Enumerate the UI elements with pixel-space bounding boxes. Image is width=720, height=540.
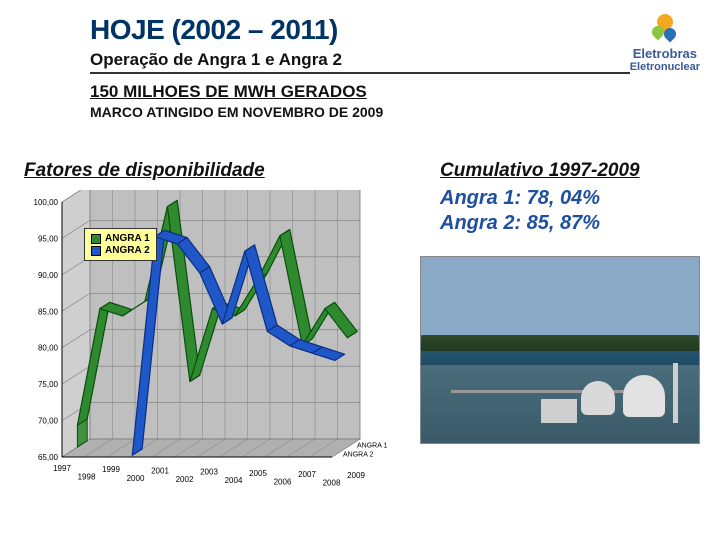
svg-text:85,00: 85,00 xyxy=(38,307,59,316)
legend-item-angra2: ANGRA 2 xyxy=(91,245,150,256)
svg-text:2004: 2004 xyxy=(225,476,243,485)
svg-text:100,00: 100,00 xyxy=(34,198,59,207)
svg-text:ANGRA 1: ANGRA 1 xyxy=(357,443,387,450)
cumulative-values: Angra 1: 78, 04% Angra 2: 85, 87% xyxy=(440,186,600,236)
availability-chart: 65,00 70,00 75,00 80,00 85,00 90,00 95,00 100,0… xyxy=(12,190,412,520)
svg-text:2009: 2009 xyxy=(347,471,365,480)
svg-text:2005: 2005 xyxy=(249,469,267,478)
svg-text:1999: 1999 xyxy=(102,465,120,474)
svg-text:2008: 2008 xyxy=(323,479,341,488)
brand-logo: Eletrobras Eletronuclear xyxy=(630,14,700,73)
svg-text:70,00: 70,00 xyxy=(38,417,59,426)
chart-legend: ANGRA 1 ANGRA 2 xyxy=(84,228,157,261)
page-title: HOJE (2002 – 2011) xyxy=(90,14,720,46)
plant-photo xyxy=(420,256,700,444)
milestone-subheading: MARCO ATINGIDO EM NOVEMBRO DE 2009 xyxy=(90,104,720,120)
svg-text:65,00: 65,00 xyxy=(38,453,59,462)
page-subtitle: Operação de Angra 1 e Angra 2 xyxy=(90,50,720,70)
brand-name: Eletrobras xyxy=(630,46,700,61)
svg-text:1997: 1997 xyxy=(53,464,71,473)
cumulative-angra2: Angra 2: 85, 87% xyxy=(440,211,600,236)
svg-text:2002: 2002 xyxy=(176,475,194,484)
svg-text:80,00: 80,00 xyxy=(38,344,59,353)
legend-label: ANGRA 1 xyxy=(105,233,150,244)
svg-text:2006: 2006 xyxy=(274,477,292,486)
svg-text:75,00: 75,00 xyxy=(38,380,59,389)
svg-text:1998: 1998 xyxy=(78,473,96,482)
milestone-heading: 150 MILHOES DE MWH GERADOS xyxy=(90,82,720,102)
svg-text:2001: 2001 xyxy=(151,466,169,475)
svg-text:2007: 2007 xyxy=(298,470,316,479)
title-underline xyxy=(90,72,630,74)
legend-item-angra1: ANGRA 1 xyxy=(91,233,150,244)
svg-text:ANGRA 2: ANGRA 2 xyxy=(343,452,373,459)
chart-title: Fatores de disponibilidade xyxy=(24,160,265,182)
brand-sub: Eletronuclear xyxy=(630,61,700,73)
legend-label: ANGRA 2 xyxy=(105,245,150,256)
svg-text:90,00: 90,00 xyxy=(38,271,59,280)
svg-text:95,00: 95,00 xyxy=(38,234,59,243)
svg-text:2000: 2000 xyxy=(127,474,145,483)
cumulative-title: Cumulativo 1997-2009 xyxy=(440,160,640,182)
svg-text:2003: 2003 xyxy=(200,468,218,477)
flame-icon xyxy=(652,14,678,44)
cumulative-angra1: Angra 1: 78, 04% xyxy=(440,186,600,211)
